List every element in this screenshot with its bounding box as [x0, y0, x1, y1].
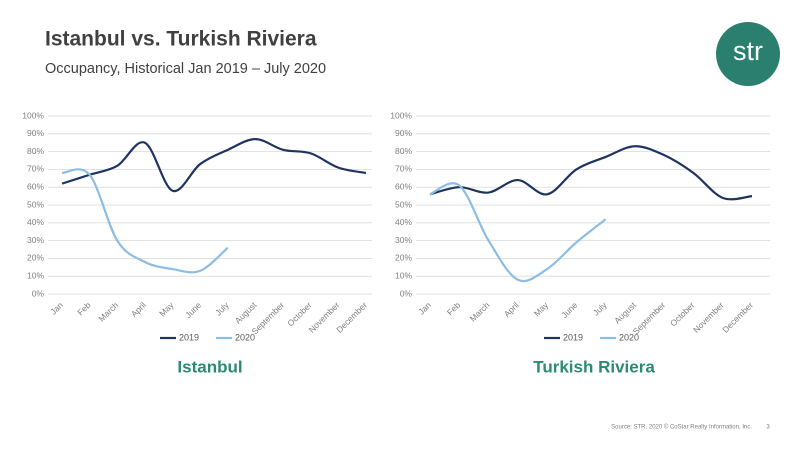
legend-label: 2020	[235, 332, 255, 342]
y-tick-label: 30%	[395, 235, 412, 245]
y-tick-label: 90%	[395, 128, 412, 138]
y-tick-label: 30%	[27, 235, 44, 245]
y-tick-label: 0%	[32, 288, 45, 298]
y-tick-label: 70%	[395, 164, 412, 174]
slide-subtitle: Occupancy, Historical Jan 2019 – July 20…	[45, 61, 326, 77]
y-tick-label: 100%	[22, 110, 44, 120]
chart-title: Turkish Riviera	[533, 357, 655, 376]
y-tick-label: 60%	[395, 181, 412, 191]
y-tick-label: 80%	[27, 146, 44, 156]
slide-title: Istanbul vs. Turkish Riviera	[45, 28, 317, 51]
line-series	[429, 182, 607, 283]
y-tick-label: 70%	[27, 164, 44, 174]
logo	[716, 22, 780, 86]
y-tick-label: 0%	[400, 288, 413, 298]
logo-text: str	[733, 36, 763, 66]
y-tick-label: 90%	[27, 128, 44, 138]
source: Source: STR. 2020 © CoStar Realty Inform…	[611, 424, 752, 431]
y-tick-label: 40%	[27, 217, 44, 227]
line-series	[61, 138, 367, 193]
line-series	[61, 168, 229, 274]
page-number: 3	[766, 425, 770, 431]
legend-label: 2019	[179, 332, 199, 342]
y-tick-label: 50%	[395, 199, 412, 209]
legend-label: 2020	[619, 332, 639, 342]
y-tick-label: 80%	[395, 146, 412, 156]
y-tick-label: 100%	[390, 110, 412, 120]
legend-label: 2019	[563, 332, 583, 342]
y-tick-label: 10%	[395, 270, 412, 280]
y-tick-label: 20%	[395, 253, 412, 263]
y-tick-label: 40%	[395, 217, 412, 227]
y-tick-label: 50%	[27, 199, 44, 209]
chart-title: Istanbul	[177, 357, 242, 376]
y-tick-label: 60%	[27, 181, 44, 191]
line-series	[429, 145, 753, 201]
y-tick-label: 10%	[27, 270, 44, 280]
y-tick-label: 20%	[27, 253, 44, 263]
